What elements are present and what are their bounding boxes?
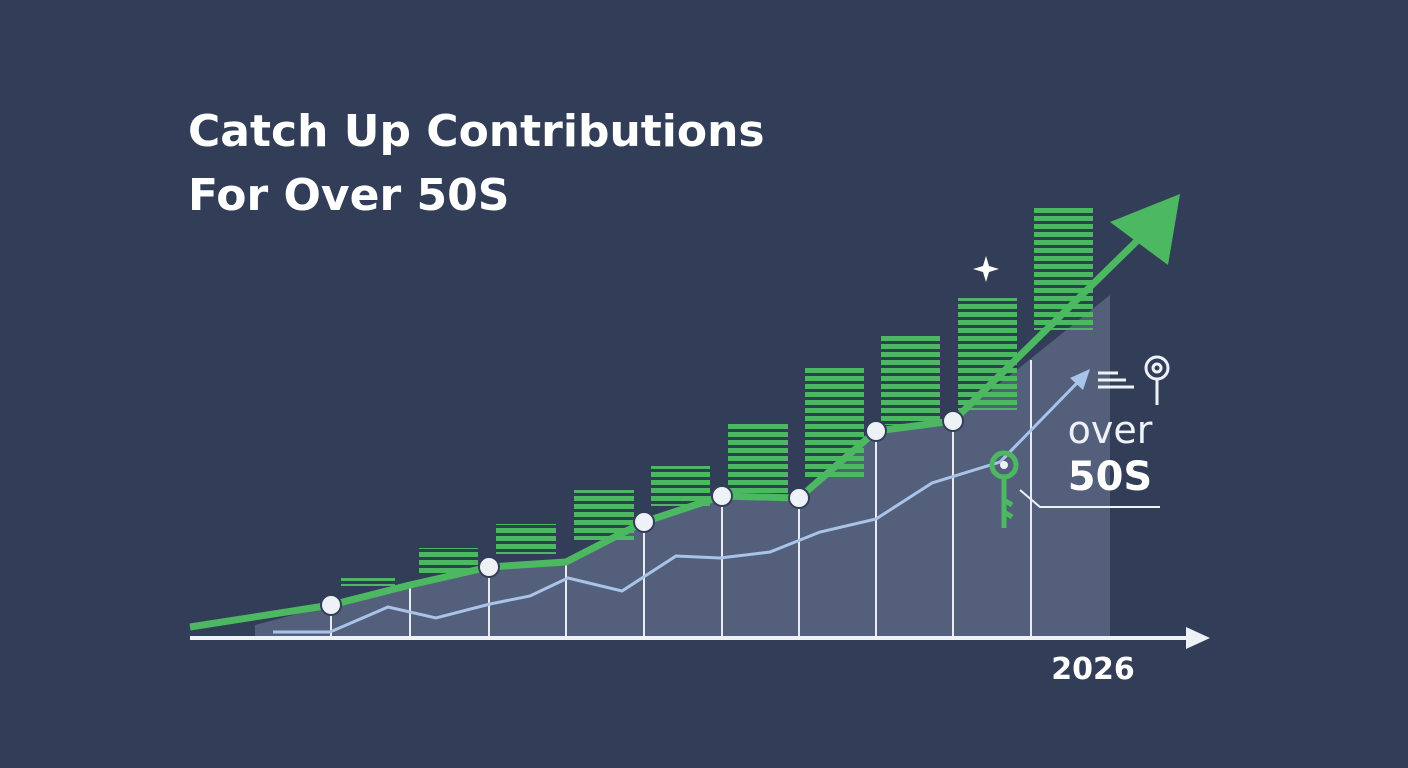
- annotation-line-2: 50S: [1068, 454, 1152, 500]
- main-arrowhead: [1110, 194, 1180, 265]
- axis-label: 2026: [1051, 652, 1135, 687]
- area: [255, 295, 1110, 638]
- bracket: [1019, 489, 1160, 508]
- points: [320, 410, 964, 616]
- signal-icon: [1098, 355, 1170, 405]
- secondary-arrowhead: [1070, 369, 1090, 390]
- sparkle: [973, 256, 999, 282]
- x-axis-arrow: [1186, 627, 1210, 649]
- title-line-1: Catch Up Contributions: [188, 106, 765, 157]
- annotation-line-1: over: [1068, 408, 1153, 452]
- key-icon: [989, 450, 1019, 528]
- key-dot: [1000, 461, 1008, 469]
- secondary-line: [273, 380, 1080, 634]
- title-line-2: For Over 50S: [188, 170, 509, 221]
